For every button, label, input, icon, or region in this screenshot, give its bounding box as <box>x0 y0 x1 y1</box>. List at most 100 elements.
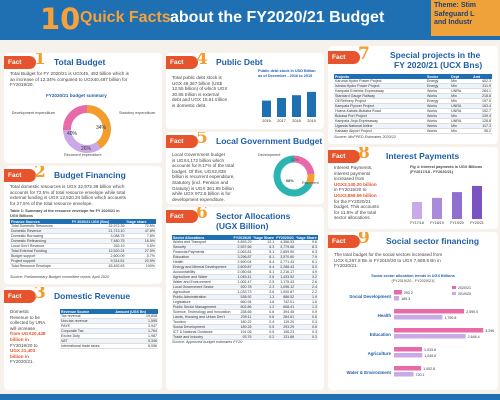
table-cell: 502.86 <box>232 304 253 311</box>
fact-9-chart-title: Social sector allocation trends in UGX B… <box>371 274 455 278</box>
table-header-row: Revenue Source Amount (UGX Bn) <box>60 309 158 314</box>
table-cell: 197.5 <box>472 98 492 105</box>
table-cell: 0.3 <box>295 334 318 341</box>
table-row: Accountability 2,050.64 5.1 2,216.17 4.9 <box>172 269 318 276</box>
fact-1-title: Total Budget <box>54 57 106 67</box>
table-cell: Energy <box>425 83 451 90</box>
table-row: Total Domestic Resources 32,972.39 72.5% <box>10 224 156 230</box>
fact-2-text-line: accounts for 72.5% of total resource env… <box>10 189 126 195</box>
table-cell: 128.8 <box>472 118 492 125</box>
fact-1-text-line: an increase of 12.34% compared to UGX40,… <box>10 76 128 82</box>
bar-value-label: 189.3 <box>401 297 410 301</box>
table-cell: 0.6 <box>295 314 318 321</box>
table-cell: Works <box>425 128 451 135</box>
table-cell: 0.5 <box>252 329 276 336</box>
bar-value-label: 1,790.6 <box>444 316 456 320</box>
table-cell: Works <box>425 123 451 130</box>
table-cell: Agriculture and Water <box>172 274 233 281</box>
fact-6-subtitle: (UGX Billion) <box>216 221 269 231</box>
table-cell: Min <box>450 128 473 135</box>
x-tick-label: 2019 <box>307 119 315 123</box>
fact-3-text: Domestic Revenue to be collected by URA … <box>10 309 56 365</box>
fact-8-text-line: budget. This accounts <box>334 204 379 210</box>
fact-2-tag: Fact <box>4 169 36 182</box>
table-cell: 0.3 <box>295 319 318 326</box>
table-cell: 119.20 <box>275 319 296 326</box>
fact-4-chart-title: Public debt stock in USD Billion as of D… <box>258 69 316 78</box>
table-row: Public Sector Management 502.86 1.2 608.41 1… <box>172 304 318 311</box>
table-header: %age Share <box>252 235 276 240</box>
table-cell: Works <box>425 93 451 100</box>
table-cell: 2,600.09 <box>70 253 126 260</box>
table-cell: 2.6 <box>252 274 276 281</box>
fact-9-text: The total budget for the social sectors … <box>334 252 494 269</box>
table-cell: Min <box>450 79 473 85</box>
table-header: %age Share <box>295 235 318 240</box>
table-header: Sector <box>425 74 451 79</box>
fact-8-text-line: for 11.8% of the total <box>334 209 377 215</box>
table-cell: 32,972.39 <box>70 224 126 230</box>
table-row: International trade taxes 6,096 <box>60 343 158 350</box>
fact-1-panel: Fact 1 Total Budget Total Budget for FY … <box>4 53 162 163</box>
table-cell: Total Resource Envelope <box>10 263 71 270</box>
fact-9-tag: Fact <box>328 235 360 248</box>
bar <box>432 197 442 219</box>
table-cell: Local Government Sector <box>172 284 233 291</box>
table-cell: Min <box>450 113 473 120</box>
bar <box>472 185 482 219</box>
table-header: Finance Sources <box>10 219 71 224</box>
table-header: Revenue Source <box>60 309 115 314</box>
table-cell: 27.5% <box>125 248 156 255</box>
table-cell: Standard Gauge Railway <box>334 93 426 100</box>
table-cell: Works <box>425 88 451 95</box>
theme-line-1: Stim <box>460 2 477 9</box>
table-cell: ICT & National Guidance <box>172 329 233 336</box>
category-label: Health <box>378 313 392 318</box>
bar <box>394 366 422 371</box>
table-cell: Security <box>172 244 233 251</box>
table-cell: 156.23 <box>275 329 296 336</box>
table-cell: Domestic Refinancing <box>10 238 71 245</box>
fact-1-text: Total Budget for FY 2020/21 is UGX45, 49… <box>10 71 160 88</box>
table-cell: 3,088.75 <box>70 233 126 240</box>
table-cell: 2,557.66 <box>232 244 253 251</box>
table-cell: 0.6 <box>295 324 318 331</box>
table-cell: 238.66 <box>232 309 253 316</box>
fact-2-text: Total domestic resources is UGX 32,972.3… <box>10 184 160 206</box>
fact-4-text-line: 30.85 trillion is external <box>172 91 219 97</box>
table-row: Kabaale Airport Project Works Min 96.2 <box>334 128 492 135</box>
fact-3-text-line: Domestic <box>10 309 30 314</box>
table-header-row: Finance Sources FY 2020/21 UGX (Bns) %ag… <box>10 219 156 224</box>
table-header: FY2020/21 <box>275 235 296 240</box>
donut-segment <box>273 155 315 197</box>
table-cell: Energy <box>425 98 451 105</box>
table-cell: 180.22 <box>232 319 253 326</box>
bar <box>394 290 402 295</box>
fact-2-title: Budget Financing <box>54 170 126 180</box>
table-row: Kampala Entebbe Expressway Works UNRA 284.1 <box>334 88 492 95</box>
table-cell: Financial Payments <box>172 249 233 256</box>
bar <box>262 100 271 117</box>
table-cell: 1.9 <box>295 294 318 301</box>
table-cell: 2.5 <box>252 279 276 286</box>
table-cell: 2,050.64 <box>232 269 253 276</box>
table-cell: Min <box>450 83 473 90</box>
table-cell: 1,033.73 <box>232 289 253 296</box>
table-cell: 117.3 <box>472 123 492 130</box>
table-header: Dept <box>450 74 473 79</box>
table-cell: 72.5% <box>125 224 156 230</box>
fact-5-tag: Fact <box>166 135 198 148</box>
fact-5-text-line: Gratuity) is UGX 361.95 billion <box>172 185 234 191</box>
legend-label: 2019/20 <box>458 292 471 296</box>
table-cell: 1,987 <box>114 333 158 340</box>
table-cell: 608.41 <box>275 304 296 311</box>
table-cell: 45,492.63 <box>70 263 126 270</box>
table-cell: 0.5 <box>252 324 276 331</box>
table-cell: Project support <box>10 258 71 265</box>
bar-value-label: 1,045.6 <box>424 354 436 358</box>
fact-8-number: 8 <box>358 147 370 163</box>
fact-2-text-line: external funding is UGX 12,520.24 billio… <box>10 195 126 201</box>
donut-value-label: 34% <box>96 125 107 131</box>
table-cell: 4,356.53 <box>275 240 296 246</box>
table-cell: 9,314.61 <box>70 258 126 265</box>
